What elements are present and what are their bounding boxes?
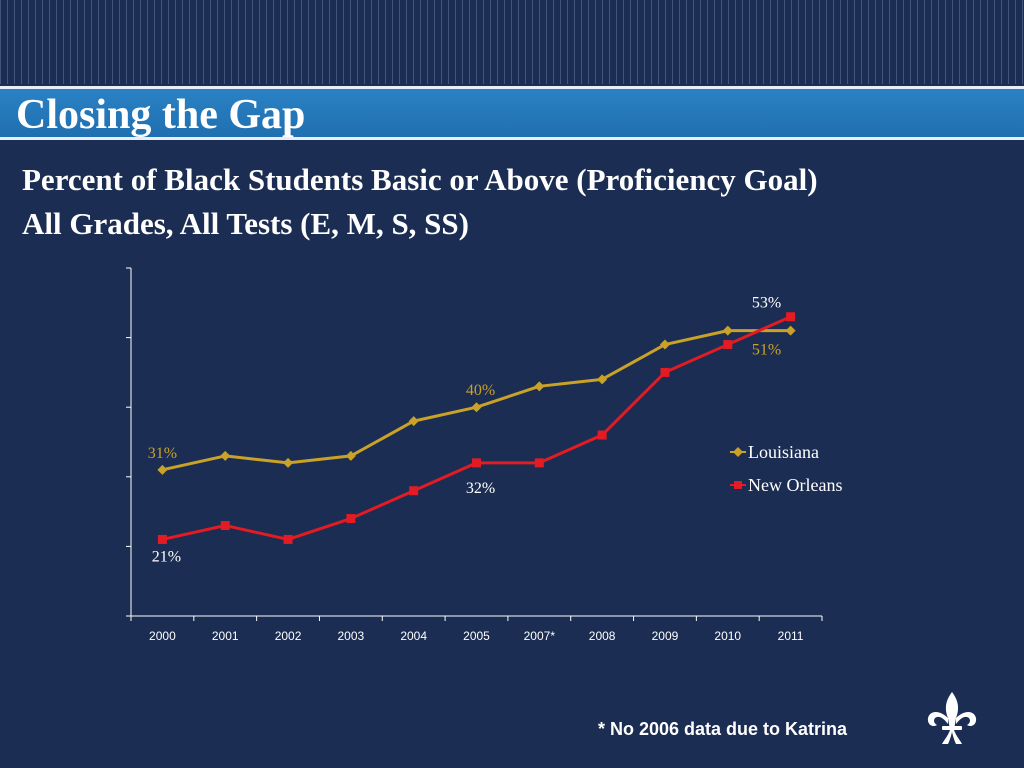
data-point-new-orleans — [472, 458, 481, 468]
series-line-new-orleans — [162, 315, 792, 541]
data-point-new-orleans — [723, 340, 733, 350]
header-stripes — [0, 0, 1024, 84]
subtitle-line-1: Percent of Black Students Basic or Above… — [22, 162, 818, 197]
x-tick-label: 2008 — [589, 629, 616, 643]
data-point-louisiana — [597, 374, 608, 385]
footnote: * No 2006 data due to Katrina — [598, 719, 848, 739]
data-point-new-orleans — [409, 486, 419, 496]
data-point-new-orleans — [157, 534, 167, 544]
x-tick-label: 2004 — [400, 629, 427, 643]
data-point-louisiana — [345, 450, 356, 461]
data-point-louisiana — [283, 457, 294, 468]
title-bar: Closing the Gap — [0, 86, 1024, 140]
data-point-louisiana — [785, 325, 796, 336]
x-tick-label: 2005 — [463, 629, 490, 643]
data-point-new-orleans — [283, 534, 293, 544]
data-label: 51% — [752, 342, 781, 359]
data-point-louisiana — [157, 464, 168, 475]
x-tick-label: 2000 — [149, 629, 176, 643]
data-point-louisiana — [722, 325, 733, 336]
data-point-new-orleans — [534, 458, 544, 468]
data-label: 31% — [148, 445, 177, 462]
x-tick-label: 2001 — [212, 629, 239, 643]
x-tick-label: 2002 — [275, 629, 302, 643]
data-point-louisiana — [534, 381, 545, 392]
data-point-louisiana — [659, 339, 670, 350]
chart-subtitle: Percent of Black Students Basic or Above… — [22, 158, 1002, 246]
legend-label: Louisiana — [748, 442, 819, 462]
slide-title: Closing the Gap — [16, 92, 306, 138]
legend-marker — [734, 481, 742, 489]
legend-label: New Orleans — [748, 475, 842, 495]
fleur-de-lis-icon — [927, 692, 977, 744]
x-tick-label: 2010 — [714, 629, 741, 643]
data-label: 21% — [152, 548, 181, 565]
subtitle-line-2: All Grades, All Tests (E, M, S, SS) — [22, 206, 469, 241]
x-tick-label: 2003 — [338, 629, 365, 643]
data-label: 40% — [466, 382, 495, 399]
data-point-new-orleans — [597, 430, 607, 440]
x-tick-label: 2009 — [652, 629, 679, 643]
x-tick-label: 2007* — [524, 629, 556, 643]
data-point-louisiana — [408, 416, 419, 427]
x-tick-label: 2011 — [778, 629, 804, 643]
data-point-new-orleans — [786, 312, 796, 322]
data-point-new-orleans — [346, 514, 356, 524]
data-point-louisiana — [471, 402, 482, 413]
data-label: 32% — [466, 480, 495, 497]
data-point-new-orleans — [660, 367, 670, 377]
data-point-louisiana — [220, 450, 231, 461]
data-point-new-orleans — [220, 521, 230, 531]
series-line-louisiana — [162, 329, 791, 472]
data-label: 53% — [752, 295, 781, 312]
legend-marker — [733, 447, 743, 457]
